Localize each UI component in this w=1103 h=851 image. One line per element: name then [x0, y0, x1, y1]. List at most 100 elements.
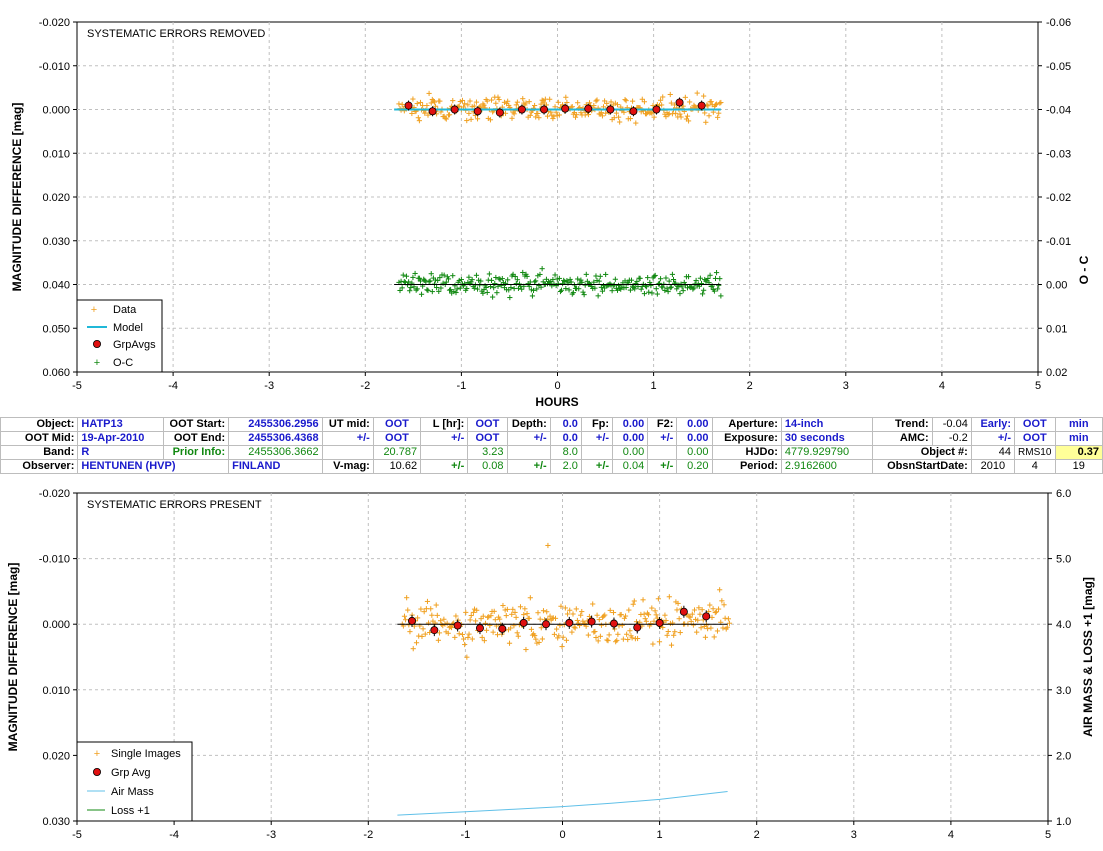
top-legend: + Data Model GrpAvgs + O-C: [76, 299, 163, 373]
early-label: Early:: [970, 417, 1016, 432]
f2-value: 0.00: [676, 417, 713, 432]
top-ytick-label: 0.000: [42, 105, 70, 117]
bottom-y2tick-label: 2.0: [1056, 750, 1071, 762]
bottom-legend-box: [76, 741, 193, 822]
band-value: R: [77, 445, 164, 460]
r4-pm-1: +/-: [420, 459, 469, 474]
grp-avg-point: [633, 623, 642, 632]
top-marks: [394, 90, 724, 301]
bottom-xtick-label: 5: [1045, 829, 1051, 841]
oot-end-value: 2455306.4368: [228, 431, 323, 446]
grp-avg-point: [453, 621, 462, 630]
top-xtick-label: 0: [554, 380, 560, 392]
grp-avg-point: [702, 612, 711, 621]
pm-1-value: OOT: [372, 431, 422, 446]
top-ytick-label: 0.020: [42, 192, 70, 204]
top-legend-plus-data: +: [91, 304, 97, 316]
top-y2tick-label: -0.01: [1046, 236, 1071, 248]
band-label: Band:: [0, 445, 79, 460]
observation-info-table: Object: HATP13 OOT Start: 2455306.2956 U…: [0, 417, 1103, 474]
period-value: 2.9162600: [780, 459, 874, 474]
grp-avg-point: [655, 618, 664, 627]
prior-e: 0.00: [676, 445, 713, 460]
grp-avg-point: [428, 107, 437, 116]
bottom-xtick-label: 2: [754, 829, 760, 841]
exposure-label: Exposure:: [711, 431, 782, 446]
top-legend-label-data: Data: [113, 304, 137, 316]
r3-blank-4: [580, 445, 614, 460]
prior-info-label: Prior Info:: [162, 445, 230, 460]
obsn-start-date-label: ObsnStartDate:: [872, 459, 972, 474]
depth-value: 0.0: [549, 417, 582, 432]
info-row-2: OOT Mid: 19-Apr-2010 OOT End: 2455306.43…: [0, 431, 1103, 446]
r4-pm-3-value: 0.04: [612, 459, 649, 474]
grp-avg-point: [475, 624, 484, 633]
top-y2tick-label: -0.02: [1046, 192, 1071, 204]
top-xtick-label: -1: [457, 380, 467, 392]
info-row-4: Observer: HENTUNEN (HVP) FINLAND V-mag: …: [0, 459, 1103, 474]
ut-mid-value: OOT: [372, 417, 422, 432]
pm-4: +/-: [580, 431, 614, 446]
grp-avg-point: [407, 616, 416, 625]
bottom-ytick-label: -0.020: [39, 488, 70, 500]
country-value: FINLAND: [228, 459, 323, 474]
pm-6-unit: min: [1054, 431, 1103, 446]
oot-start-label: OOT Start:: [162, 417, 230, 432]
bottom-grid: [77, 493, 1048, 821]
pm-2: +/-: [420, 431, 469, 446]
top-xtick-label: -2: [360, 380, 370, 392]
bottom-ytick-label: -0.010: [39, 554, 70, 566]
r4-pm-4-value: 0.20: [676, 459, 713, 474]
top-legend-dot-grp: [93, 339, 102, 348]
observer-value: HENTUNEN (HVP): [77, 459, 230, 474]
grp-avg-point: [540, 105, 549, 114]
top-y2tick-label: -0.03: [1046, 148, 1071, 160]
top-xtick-label: 4: [939, 380, 945, 392]
r4-pm-1-value: 0.08: [467, 459, 508, 474]
top-ytick-label: 0.060: [42, 367, 70, 379]
top-xtick-label: -3: [264, 380, 274, 392]
oot-end-label: OOT End:: [162, 431, 230, 446]
object-number-value: 44: [970, 445, 1016, 460]
top-xlabel: HOURS: [535, 395, 578, 409]
grp-avg-point: [450, 105, 459, 114]
bottom-legend: + Single Images Grp Avg Air Mass Loss +1: [76, 741, 193, 822]
lhr-label: L [hr]:: [420, 417, 469, 432]
top-legend-label-oc: O-C: [113, 357, 133, 369]
pm-4-value: 0.00: [612, 431, 649, 446]
grp-avg-point: [404, 101, 413, 110]
grp-avg-point: [606, 105, 615, 114]
f2-label: F2:: [647, 417, 678, 432]
r4-pm-4: +/-: [647, 459, 678, 474]
obsn-start-year: 2010: [970, 459, 1016, 474]
grp-avg-point: [519, 618, 528, 627]
oot-mid-value: 19-Apr-2010: [77, 431, 164, 446]
rms-value: 0.37: [1054, 445, 1103, 460]
amc-value: -0.2: [931, 431, 972, 446]
grp-avg-point: [541, 620, 550, 629]
bottom-xtick-label: -5: [72, 829, 82, 841]
bottom-xtick-label: 3: [851, 829, 857, 841]
bottom-xtick-label: -2: [363, 829, 373, 841]
top-chart-title: SYSTEMATIC ERRORS REMOVED: [87, 28, 265, 40]
bottom-xtick-label: 1: [657, 829, 663, 841]
pm-6-value: OOT: [1014, 431, 1056, 446]
bottom-ytick-label: 0.010: [42, 685, 70, 697]
r4-pm-2: +/-: [506, 459, 551, 474]
bottom-ylabel-right: AIR MASS & LOSS +1 [mag]: [1081, 577, 1095, 737]
pm-6: +/-: [970, 431, 1016, 446]
prior-c: 8.0: [549, 445, 582, 460]
r3-blank-2: [420, 445, 469, 460]
observer-label: Observer:: [0, 459, 79, 474]
bottom-legend-label-data: Single Images: [111, 748, 181, 760]
r3-blank-3: [506, 445, 551, 460]
bottom-marks: [397, 542, 733, 816]
ut-mid-label: UT mid:: [321, 417, 374, 432]
top-ylabel-right: O - C: [1077, 255, 1091, 284]
hjdo-label: HJDo:: [711, 445, 782, 460]
grp-avg-point: [697, 101, 706, 110]
grp-avg-point: [679, 607, 688, 616]
bottom-xtick-label: 0: [559, 829, 565, 841]
prior-info-value: 2455306.3662: [228, 445, 323, 460]
